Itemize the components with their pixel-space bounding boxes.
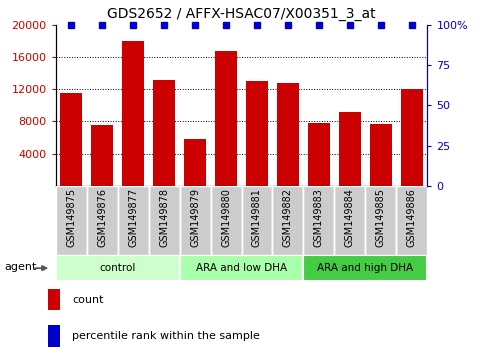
Bar	[303, 186, 334, 255]
Bar	[277, 83, 299, 186]
Bar	[180, 255, 303, 281]
Text: ARA and low DHA: ARA and low DHA	[196, 263, 287, 273]
Bar	[339, 112, 361, 186]
Text: control: control	[99, 263, 136, 273]
Text: GSM149876: GSM149876	[97, 188, 107, 247]
Text: GSM149881: GSM149881	[252, 188, 262, 247]
Bar	[48, 289, 60, 310]
Bar	[149, 186, 180, 255]
Text: GSM149877: GSM149877	[128, 188, 138, 247]
Bar	[272, 186, 303, 255]
Text: GSM149882: GSM149882	[283, 188, 293, 247]
Bar	[184, 139, 206, 186]
Bar	[180, 186, 211, 255]
Bar	[242, 186, 272, 255]
Bar	[56, 186, 86, 255]
Bar	[86, 186, 117, 255]
Text: count: count	[72, 295, 104, 304]
Bar	[370, 124, 392, 186]
Bar	[117, 186, 149, 255]
Bar	[153, 80, 175, 186]
Bar	[246, 81, 268, 186]
Text: GSM149879: GSM149879	[190, 188, 200, 247]
Bar	[334, 186, 366, 255]
Bar	[211, 186, 242, 255]
Text: GSM149878: GSM149878	[159, 188, 169, 247]
Bar	[366, 186, 397, 255]
Text: GSM149884: GSM149884	[345, 188, 355, 247]
Text: agent: agent	[4, 262, 37, 272]
Bar	[48, 325, 60, 347]
Text: GSM149880: GSM149880	[221, 188, 231, 247]
Text: GSM149883: GSM149883	[314, 188, 324, 247]
Bar	[401, 89, 423, 186]
Bar	[122, 41, 144, 186]
Bar	[60, 93, 82, 186]
Bar	[303, 255, 427, 281]
Bar	[56, 255, 180, 281]
Text: GSM149875: GSM149875	[66, 188, 76, 247]
Text: ARA and high DHA: ARA and high DHA	[317, 263, 413, 273]
Text: GSM149886: GSM149886	[407, 188, 417, 247]
Bar	[397, 186, 427, 255]
Bar	[308, 123, 330, 186]
Title: GDS2652 / AFFX-HSAC07/X00351_3_at: GDS2652 / AFFX-HSAC07/X00351_3_at	[107, 7, 376, 21]
Text: GSM149885: GSM149885	[376, 188, 386, 247]
Bar	[215, 51, 237, 186]
Text: percentile rank within the sample: percentile rank within the sample	[72, 331, 260, 341]
Bar	[91, 125, 113, 186]
